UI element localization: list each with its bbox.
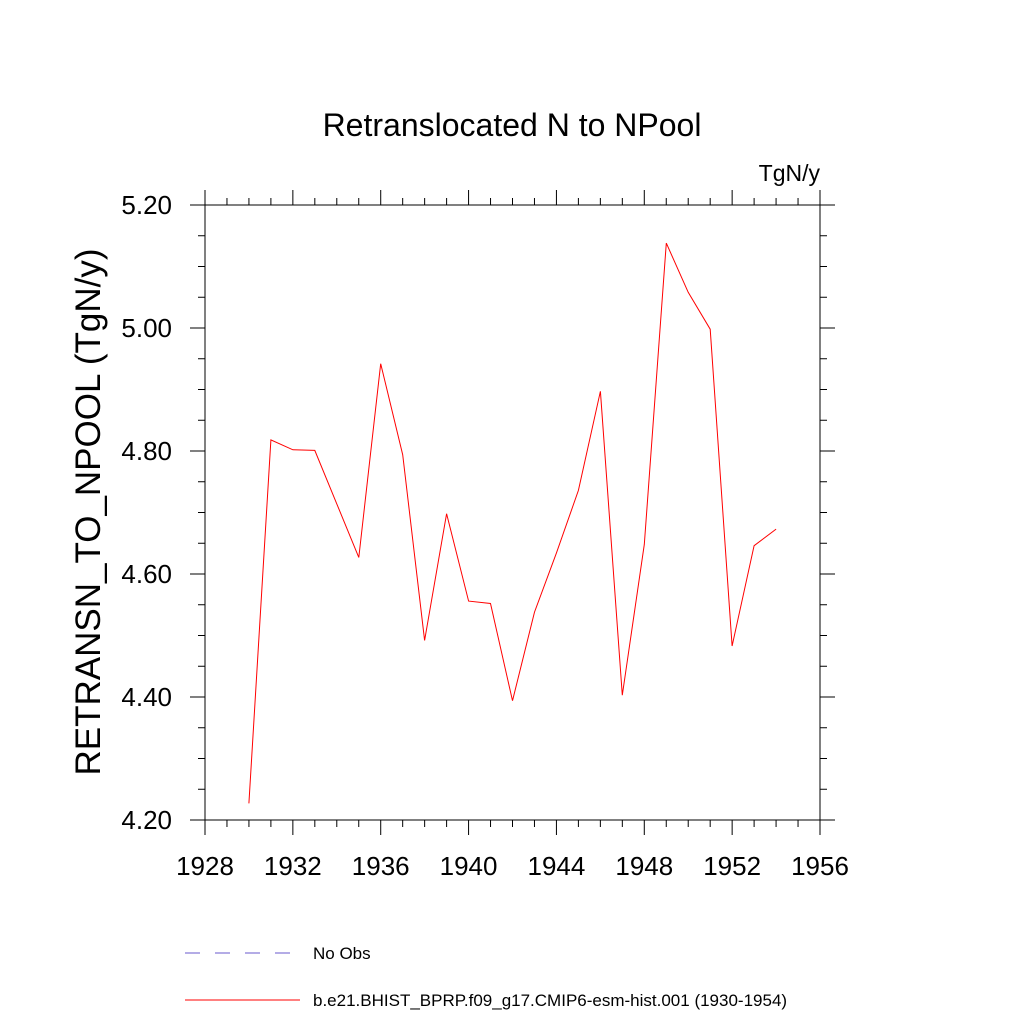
units-label: TgN/y [759,160,821,186]
legend: No Obs b.e21.BHIST_BPRP.f09_g17.CMIP6-esm… [185,944,787,1010]
x-tick-label: 1952 [703,851,761,881]
series-line [248,242,777,804]
y-tick-label: 4.40 [121,682,172,712]
x-tick-label: 1932 [264,851,322,881]
x-tick-label: 1944 [528,851,586,881]
series-group [248,242,777,804]
y-tick-label: 5.00 [121,313,172,343]
legend-label: b.e21.BHIST_BPRP.f09_g17.CMIP6-esm-hist.… [313,991,787,1010]
legend-label: No Obs [313,944,371,963]
x-tick-label: 1940 [440,851,498,881]
x-tick-label: 1948 [615,851,673,881]
x-tick-label: 1928 [176,851,234,881]
y-axis-label: RETRANSN_TO_NPOOL (TgN/y) [69,248,108,775]
plot-frame [204,204,821,821]
y-tick-label: 5.20 [121,190,172,220]
axis-ticks [190,190,835,835]
y-tick-label: 4.60 [121,559,172,589]
y-tick-label: 4.80 [121,436,172,466]
y-tick-label: 4.20 [121,805,172,835]
x-tick-label: 1936 [352,851,410,881]
x-tick-label: 1956 [791,851,849,881]
chart-title: Retranslocated N to NPool [323,107,702,143]
tick-labels: 1928 1932 1936 1940 1944 1948 1952 1956 4.20 4.40… [121,190,849,881]
